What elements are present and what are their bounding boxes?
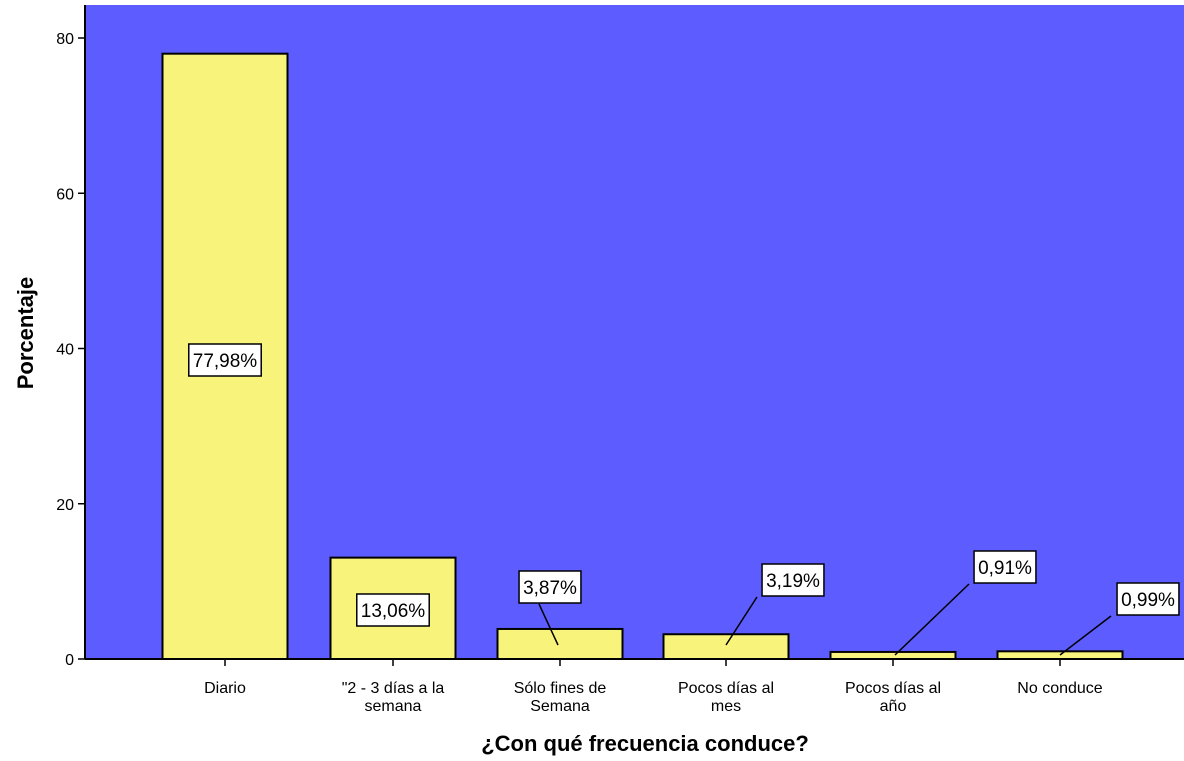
bar: [496, 627, 624, 660]
x-category-label: Diario: [204, 680, 246, 697]
y-tick-label: 60: [56, 186, 74, 203]
x-category-label: No conduce: [1017, 680, 1102, 697]
data-label-box: [1116, 582, 1180, 616]
data-label-text: 0,99%: [1121, 590, 1175, 611]
data-label-text: 13,06%: [361, 601, 426, 622]
data-label-box: [973, 550, 1037, 584]
x-category-label: "2 - 3 días a la semana: [342, 680, 445, 715]
y-tick-label: 0: [65, 652, 74, 669]
data-label-text: 3,19%: [766, 571, 820, 592]
data-label-box: [356, 593, 430, 627]
data-label: 13,06%: [356, 593, 430, 627]
y-tick-label: 80: [56, 31, 74, 48]
bar: [662, 633, 790, 660]
data-label: 3,19%: [761, 563, 825, 597]
data-label: 0,99%: [1116, 582, 1180, 616]
data-label-text: 3,87%: [523, 578, 577, 599]
data-label-leader: [538, 603, 559, 646]
data-label-leader: [1059, 615, 1112, 656]
data-label-box: [761, 563, 825, 597]
y-axis-title: Porcentaje: [13, 277, 38, 390]
x-category-label: Pocos días al año: [845, 680, 941, 715]
y-tick-label: 20: [56, 497, 74, 514]
x-axis-title: ¿Con qué frecuencia conduce?: [481, 731, 809, 756]
x-category-label: Sólo fines de Semana: [514, 680, 607, 715]
x-category-label: Pocos días al mes: [678, 680, 774, 715]
data-label-box: [188, 343, 262, 377]
data-label-leader: [725, 596, 758, 646]
data-label-text: 0,91%: [978, 558, 1032, 579]
data-label: 77,98%: [188, 343, 262, 377]
bar: [829, 650, 957, 660]
data-label: 3,87%: [518, 570, 582, 604]
data-label-text: 77,98%: [193, 351, 258, 372]
data-label: 0,91%: [973, 550, 1037, 584]
bar: [996, 650, 1124, 660]
data-label-leader: [894, 583, 970, 656]
data-label-box: [518, 570, 582, 604]
y-tick-label: 40: [56, 342, 74, 359]
